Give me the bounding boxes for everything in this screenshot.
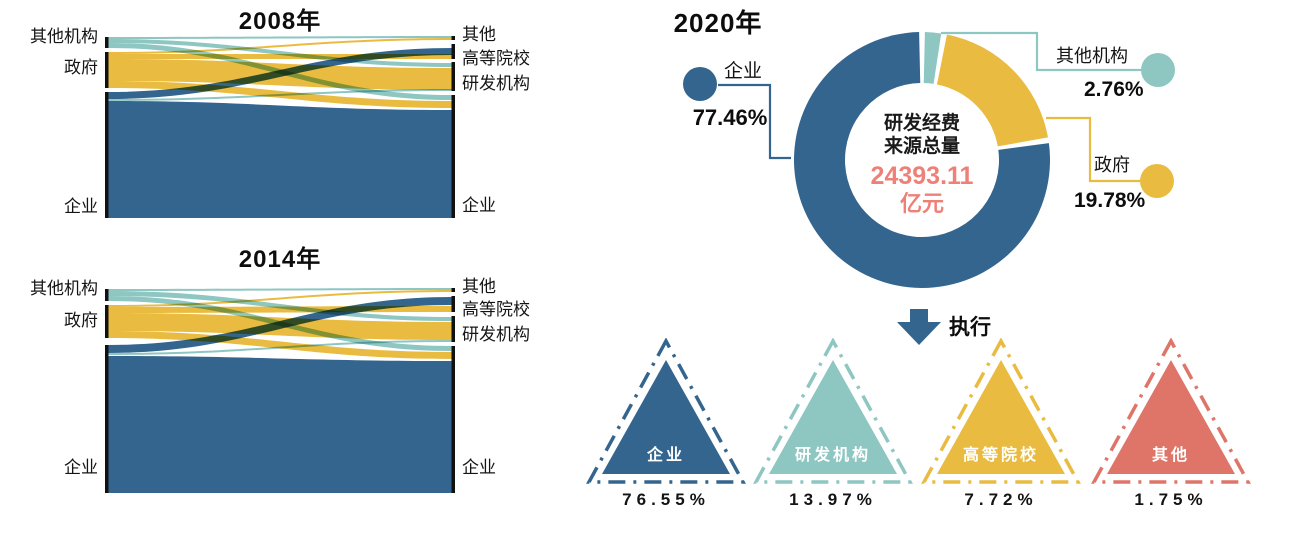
other-org-legend-dot (1141, 53, 1175, 87)
triangle-enterprise-icon (586, 338, 746, 484)
sankey-2014-left-label-enterprise: 企业 (64, 458, 98, 477)
enterprise-legend-dot (683, 67, 717, 101)
sankey-2008-right-label-enterprise: 企业 (462, 196, 496, 215)
sankey-2008-left-label-government: 政府 (64, 58, 98, 77)
sankey-2008-right-label-other: 其他 (462, 25, 496, 44)
enterprise-legend-label: 企业 (724, 61, 763, 82)
sankey-2014-title: 2014年 (238, 246, 322, 273)
sankey-2008-right-label-rd-institute: 研发机构 (462, 74, 530, 93)
sankey-2014-diagram (105, 288, 455, 493)
sankey-2014-right-label-university: 高等院校 (462, 300, 530, 319)
triangle-enterprise: 企业 76.55% (586, 338, 746, 510)
triangle-rd-institute-icon (753, 338, 913, 484)
triangle-other-label: 其他 (1151, 447, 1190, 464)
triangle-enterprise-pct: 76.55% (622, 490, 710, 509)
sankey-2008-left-label-other-org: 其他机构 (30, 27, 98, 46)
sankey-2014-right-label-other: 其他 (462, 277, 496, 296)
enterprise-legend-pct: 77.46% (692, 105, 768, 130)
down-arrow-shape (897, 309, 941, 345)
triangle-other-icon (1091, 338, 1251, 484)
triangle-rd-institute-pct: 13.97% (789, 490, 877, 509)
sankey-2008-title: 2008年 (238, 8, 322, 35)
triangle-rd-institute-label: 研发机构 (794, 447, 871, 464)
donut-center-value: 24393.11 (870, 162, 974, 190)
government-legend-pct: 19.78% (1074, 189, 1146, 212)
triangle-enterprise-label: 企业 (646, 447, 685, 464)
sankey-2008-right-label-university: 高等院校 (462, 49, 530, 68)
donut-2020-title: 2020年 (673, 8, 763, 38)
other-org-legend-pct: 2.76% (1084, 78, 1144, 101)
sankey-2014-left-label-government: 政府 (64, 311, 98, 330)
donut-center-line2: 来源总量 (883, 136, 960, 157)
government-legend-label: 政府 (1094, 155, 1130, 175)
down-arrow-icon (897, 309, 941, 345)
sankey-2008-left-label-enterprise: 企业 (64, 197, 98, 216)
triangle-university-icon (921, 338, 1081, 484)
donut-center-unit: 亿元 (899, 191, 944, 216)
triangle-other: 其他 1.75% (1091, 338, 1251, 510)
triangle-university-pct: 7.72% (964, 490, 1038, 509)
triangle-university: 高等院校 7.72% (921, 338, 1081, 510)
donut-2020-chart (794, 32, 1050, 288)
sankey-2014-left-label-other-org: 其他机构 (30, 279, 98, 298)
execution-label: 执行 (949, 316, 991, 339)
donut-center-text: 研发经费 来源总量 24393.11 亿元 (842, 112, 1002, 217)
triangle-other-pct: 1.75% (1134, 490, 1208, 509)
donut-center-line1: 研发经费 (883, 113, 960, 134)
sankey-2008-diagram (105, 36, 455, 218)
government-legend-dot (1140, 164, 1174, 198)
other-org-legend-label: 其他机构 (1056, 46, 1128, 66)
triangle-university-label: 高等院校 (962, 447, 1039, 464)
sankey-2014-right-label-enterprise: 企业 (462, 458, 496, 477)
sankey-2014-right-label-rd-institute: 研发机构 (462, 325, 530, 344)
triangle-rd-institute: 研发机构 13.97% (753, 338, 913, 510)
